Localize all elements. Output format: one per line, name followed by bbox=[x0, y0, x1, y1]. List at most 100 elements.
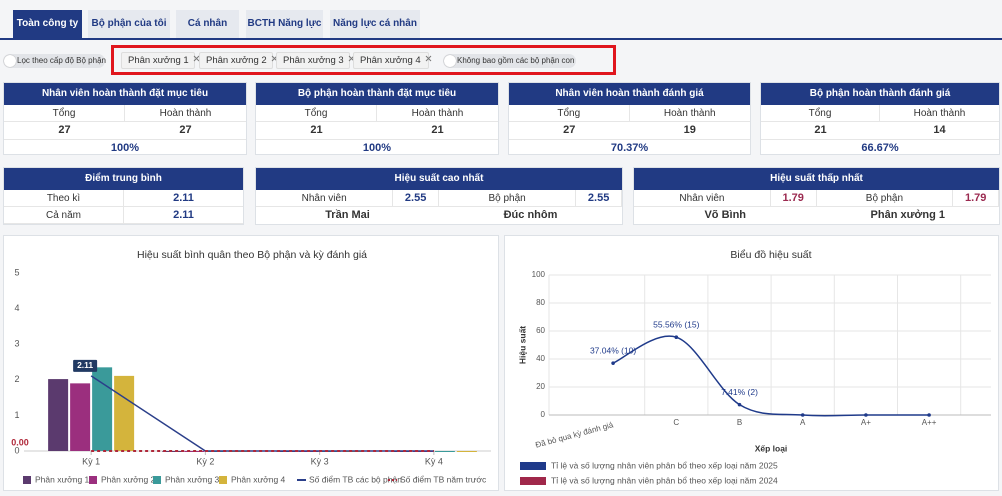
filter-chip[interactable]: Phân xưởng 2 bbox=[199, 52, 278, 69]
count-value: 21 bbox=[814, 124, 827, 136]
remove-icon bbox=[193, 55, 200, 62]
toggle-label: Không bao gồm các bộ phận con bbox=[457, 56, 575, 65]
column-header: Tổng bbox=[761, 105, 880, 122]
chip-label: Phân xưởng 4 bbox=[360, 55, 421, 66]
tab[interactable]: BCTH Năng lực bbox=[246, 10, 323, 38]
tab[interactable]: Bộ phận của tôi bbox=[88, 10, 170, 38]
chart-title: Hiệu suất bình quân theo Bộ phận và kỳ đ… bbox=[137, 249, 367, 261]
value-label: 37.04% (10) bbox=[590, 345, 636, 355]
toggle[interactable]: Lọc theo cấp độ Bộ phận bbox=[3, 54, 106, 68]
y-tick-label: 40 bbox=[536, 354, 545, 363]
name-value: Võ Bình bbox=[704, 209, 747, 221]
chip-remove[interactable] bbox=[271, 55, 279, 63]
bar bbox=[92, 367, 113, 451]
value-label: 0.00 bbox=[11, 437, 29, 447]
y-tick-label: 5 bbox=[14, 267, 19, 277]
bar-chart: Hiệu suất bình quân theo Bộ phận và kỳ đ… bbox=[3, 235, 499, 491]
count-value: 19 bbox=[683, 124, 696, 136]
row-label: Cả năm bbox=[4, 207, 124, 224]
y-tick-label: 20 bbox=[536, 382, 545, 391]
average-value: 2.11 bbox=[124, 190, 243, 207]
y-tick-label: 80 bbox=[536, 298, 545, 307]
column-header: Hoàn thành bbox=[880, 105, 999, 122]
x-axis-label: Xếp loại bbox=[755, 443, 788, 453]
y-tick-label: 2 bbox=[14, 374, 19, 384]
card-grid: Tổng Hoàn thành 27 19 bbox=[509, 105, 750, 139]
toggle-label: Lọc theo cấp độ Bộ phận bbox=[17, 56, 106, 65]
completion-rate: 100% bbox=[4, 139, 246, 156]
point bbox=[611, 361, 615, 365]
line-chart: Biểu đồ hiệu suất 0 20 40 60 80 100 Đã bỏ qua k… bbox=[504, 235, 999, 491]
toggle[interactable]: Không bao gồm các bộ phận con bbox=[443, 54, 576, 68]
completion-rate: 66.67% bbox=[761, 139, 999, 156]
point bbox=[927, 413, 931, 417]
x-tick-label: B bbox=[737, 418, 742, 427]
chip-remove[interactable] bbox=[348, 55, 356, 63]
summary-card: Nhân viên hoàn thành đánh giá Tổng Hoàn th… bbox=[508, 82, 751, 155]
value-label: 55.56% (15) bbox=[653, 319, 699, 329]
point bbox=[864, 413, 868, 417]
column-header: Hoàn thành bbox=[377, 105, 498, 122]
bar bbox=[162, 451, 183, 452]
column-header: Tổng bbox=[4, 105, 125, 122]
chip-remove[interactable] bbox=[425, 55, 433, 63]
column-header: Tổng bbox=[256, 105, 377, 122]
count-value: 27 bbox=[179, 124, 192, 136]
filter-chip[interactable]: Phân xưởng 3 bbox=[276, 52, 355, 69]
y-tick-label: 60 bbox=[536, 326, 545, 335]
chip-label: Phân xưởng 1 bbox=[128, 55, 189, 66]
chart-panel: Biểu đồ hiệu suất 0 20 40 60 80 100 Đã bỏ qua k… bbox=[504, 235, 999, 491]
summary-card: Bộ phận hoàn thành đặt mục tiêu Tổng Hoàn … bbox=[255, 82, 499, 155]
series-line bbox=[90, 375, 434, 452]
value-label-box bbox=[73, 359, 98, 372]
chip-remove[interactable] bbox=[193, 55, 201, 63]
completion-rate: 70.37% bbox=[509, 139, 750, 156]
card-title: Điểm trung bình bbox=[4, 168, 243, 190]
names-row: Trần Mai Đúc nhôm bbox=[256, 207, 622, 224]
row-label: Theo kì bbox=[4, 190, 124, 207]
point bbox=[737, 402, 742, 407]
card-grid: Nhân viên 1.79 Bộ phận 1.79 bbox=[634, 190, 999, 207]
filter-chip[interactable]: Phân xưởng 1 bbox=[121, 52, 200, 69]
score-value: 1.79 bbox=[953, 190, 999, 207]
summary-card: Bộ phận hoàn thành đánh giá Tổng Hoàn thàn… bbox=[760, 82, 1000, 155]
x-tick-label: Kỳ 1 bbox=[82, 456, 100, 466]
y-axis-label: Hiệu suất bbox=[517, 326, 527, 364]
row-label: Bộ phận bbox=[439, 190, 577, 207]
column-header: Hoàn thành bbox=[125, 105, 246, 122]
y-tick-label: 1 bbox=[14, 410, 19, 420]
x-tick-label: A bbox=[800, 418, 806, 427]
average-card: Điểm trung bình Theo kì 2.11 Cả năm 2.11 bbox=[3, 167, 244, 225]
performance-card: Hiệu suất thấp nhất Nhân viên 1.79 Bộ phận 1… bbox=[633, 167, 1000, 225]
count-value: 21 bbox=[431, 124, 444, 136]
count-value: 21 bbox=[310, 124, 323, 136]
remove-icon bbox=[425, 55, 432, 62]
remove-icon bbox=[348, 55, 355, 62]
tab[interactable]: Toàn công ty bbox=[13, 10, 82, 38]
x-tick-label: Đã bỏ qua kỳ đánh giá bbox=[534, 420, 614, 450]
point bbox=[800, 413, 805, 417]
card-title: Hiệu suất thấp nhất bbox=[634, 168, 999, 190]
legend-swatch bbox=[23, 476, 31, 484]
card-grid: Theo kì 2.11 Cả năm 2.11 bbox=[4, 190, 243, 224]
chart-title: Biểu đồ hiệu suất bbox=[730, 249, 811, 261]
summary-card: Nhân viên hoàn thành đặt mục tiêu Tổng Hoà… bbox=[3, 82, 247, 155]
chip-label: Phân xưởng 2 bbox=[206, 55, 267, 66]
x-tick-label: A++ bbox=[922, 418, 937, 427]
card-grid: Tổng Hoàn thành 21 14 bbox=[761, 105, 999, 139]
row-label: Bộ phận bbox=[816, 190, 954, 207]
bar bbox=[456, 451, 477, 452]
legend-label: Phân xưởng 3 bbox=[165, 474, 220, 484]
y-tick-label: 100 bbox=[532, 270, 546, 279]
column-header: Hoàn thành bbox=[629, 105, 750, 122]
x-tick-label: Kỳ 2 bbox=[196, 456, 214, 466]
performance-card: Hiệu suất cao nhất Nhân viên 2.55 Bộ phận 2.… bbox=[255, 167, 623, 225]
tab[interactable]: Năng lực cá nhân bbox=[330, 10, 420, 38]
score-value: 2.55 bbox=[393, 190, 439, 207]
card-grid: Tổng Hoàn thành 21 21 bbox=[256, 105, 498, 139]
filter-chip[interactable]: Phân xưởng 4 bbox=[353, 52, 432, 69]
average-value: 2.11 bbox=[124, 207, 243, 224]
tab[interactable]: Cá nhân bbox=[176, 10, 239, 38]
count-value: 14 bbox=[933, 124, 946, 136]
